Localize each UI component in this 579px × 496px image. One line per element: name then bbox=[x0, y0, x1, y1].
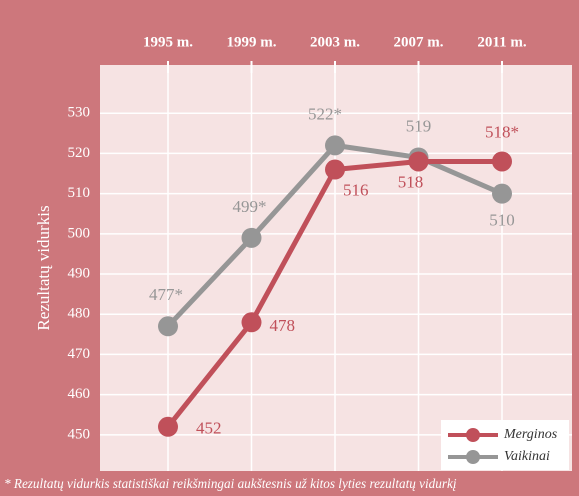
value-label: 519 bbox=[406, 116, 432, 135]
x-tick-label: 2003 m. bbox=[310, 34, 360, 50]
value-label: 452 bbox=[196, 419, 222, 438]
plot-area bbox=[100, 65, 572, 471]
legend-marker bbox=[466, 428, 480, 442]
legend-box bbox=[441, 420, 569, 470]
value-label: 518* bbox=[485, 122, 519, 141]
y-tick-label: 510 bbox=[68, 185, 91, 201]
value-label: 499* bbox=[233, 197, 267, 216]
point bbox=[158, 416, 178, 437]
x-tick-label: 1995 m. bbox=[143, 34, 193, 50]
legend-label: Vaikinai bbox=[504, 449, 550, 464]
value-label: 518 bbox=[398, 172, 424, 191]
value-label: 478 bbox=[270, 316, 296, 335]
point bbox=[492, 183, 512, 204]
legend-label: Merginos bbox=[503, 427, 558, 442]
value-label: 522* bbox=[308, 104, 342, 123]
legend-marker bbox=[466, 450, 480, 464]
x-tick-label: 2007 m. bbox=[394, 34, 444, 50]
y-tick-label: 520 bbox=[68, 145, 91, 161]
point bbox=[325, 135, 345, 156]
y-tick-label: 470 bbox=[68, 346, 91, 362]
value-label: 477* bbox=[149, 285, 183, 304]
point bbox=[408, 151, 429, 172]
value-label: 510 bbox=[489, 211, 515, 230]
point bbox=[492, 151, 512, 172]
x-tick-label: 2011 m. bbox=[477, 34, 526, 50]
point bbox=[325, 159, 345, 180]
point bbox=[158, 316, 178, 337]
y-tick-label: 480 bbox=[68, 306, 91, 322]
y-tick-label: 460 bbox=[68, 386, 91, 402]
point bbox=[241, 312, 262, 333]
y-tick-label: 490 bbox=[68, 265, 91, 281]
x-tick-label: 1999 m. bbox=[227, 34, 277, 50]
y-tick-label: 500 bbox=[68, 225, 91, 241]
y-axis-label: Rezultatų vidurkis bbox=[34, 205, 53, 330]
y-tick-label: 530 bbox=[68, 105, 91, 121]
y-tick-label: 450 bbox=[68, 426, 91, 442]
value-label: 516 bbox=[343, 180, 369, 199]
footnote: * Rezultatų vidurkis statistiškai reikšm… bbox=[4, 476, 457, 491]
point bbox=[241, 227, 262, 248]
